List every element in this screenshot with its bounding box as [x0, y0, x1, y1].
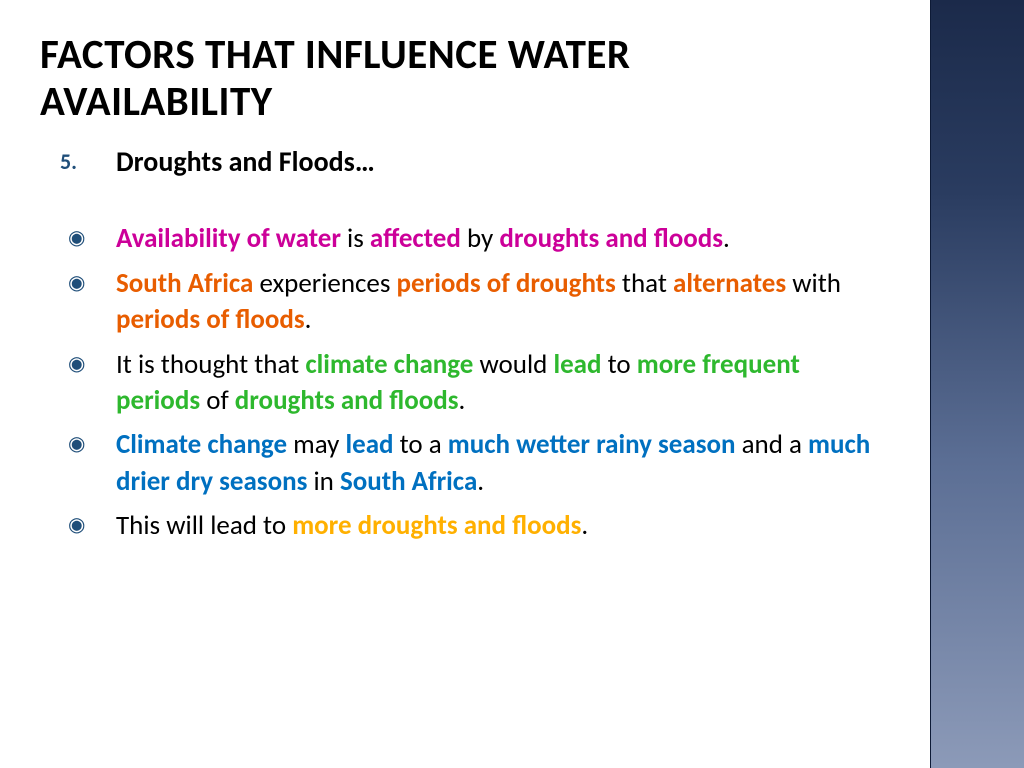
- bullet-text: It is thought that climate change would …: [116, 347, 872, 420]
- bullet-marker-icon: ◉: [68, 427, 116, 500]
- bullet-item: ◉Availability of water is affected by dr…: [40, 221, 872, 257]
- bullet-item: ◉South Africa experiences periods of dro…: [40, 266, 872, 339]
- bullet-marker-icon: ◉: [68, 347, 116, 420]
- text-run: periods of floods: [116, 303, 305, 336]
- content-area: FACTORS THAT INFLUENCE WATER AVAILABILIT…: [0, 0, 912, 768]
- bullet-text: South Africa experiences periods of drou…: [116, 266, 872, 339]
- text-run: droughts and floods: [499, 222, 723, 255]
- text-run: is: [347, 222, 370, 255]
- bullet-text: Climate change may lead to a much wetter…: [116, 427, 872, 500]
- text-run: South Africa: [116, 267, 259, 300]
- text-run: climate change: [305, 348, 479, 381]
- text-run: .: [581, 509, 588, 542]
- text-run: of: [206, 384, 235, 417]
- text-run: .: [459, 384, 466, 417]
- text-run: periods of droughts: [397, 267, 622, 300]
- bullet-item: ◉Climate change may lead to a much wette…: [40, 427, 872, 500]
- text-run: lead: [553, 348, 607, 381]
- numbered-text: Droughts and Floods…: [116, 144, 375, 179]
- text-run: with: [792, 267, 841, 300]
- bullet-marker-icon: ◉: [68, 221, 116, 257]
- text-run: .: [305, 303, 312, 336]
- slide-title: FACTORS THAT INFLUENCE WATER AVAILABILIT…: [40, 32, 872, 126]
- bullets-list: ◉Availability of water is affected by dr…: [40, 221, 872, 545]
- bullet-item: ◉It is thought that climate change would…: [40, 347, 872, 420]
- side-border: [912, 0, 1024, 768]
- slide: FACTORS THAT INFLUENCE WATER AVAILABILIT…: [0, 0, 1024, 768]
- text-run: would: [479, 348, 553, 381]
- list-number: 5.: [60, 144, 116, 179]
- text-run: It is thought that: [116, 348, 305, 381]
- text-run: lead: [345, 428, 399, 461]
- text-run: that: [622, 267, 673, 300]
- bullet-text: This will lead to more droughts and floo…: [116, 508, 588, 544]
- text-run: much wetter rainy season: [448, 428, 742, 461]
- text-run: .: [477, 465, 484, 498]
- numbered-item: 5. Droughts and Floods…: [40, 144, 872, 179]
- bullet-item: ◉This will lead to more droughts and flo…: [40, 508, 872, 544]
- text-run: to a: [400, 428, 448, 461]
- text-run: droughts and floods: [235, 384, 459, 417]
- text-run: alternates: [673, 267, 792, 300]
- bullet-text: Availability of water is affected by dro…: [116, 221, 730, 257]
- text-run: in: [313, 465, 340, 498]
- bullet-marker-icon: ◉: [68, 266, 116, 339]
- text-run: .: [723, 222, 730, 255]
- text-run: may: [293, 428, 345, 461]
- text-run: experiences: [259, 267, 396, 300]
- side-gradient-strip: [930, 0, 1024, 768]
- text-run: Climate change: [116, 428, 293, 461]
- text-run: more droughts and floods: [292, 509, 581, 542]
- side-white-strip: [912, 0, 930, 768]
- text-run: to: [608, 348, 637, 381]
- bullet-marker-icon: ◉: [68, 508, 116, 544]
- text-run: and a: [742, 428, 808, 461]
- text-run: affected: [370, 222, 467, 255]
- text-run: This will lead to: [116, 509, 292, 542]
- text-run: Availability of water: [116, 222, 347, 255]
- text-run: by: [467, 222, 499, 255]
- text-run: South Africa: [340, 465, 477, 498]
